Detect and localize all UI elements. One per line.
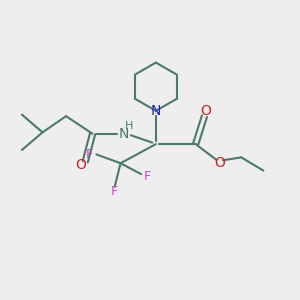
Text: F: F [111, 185, 118, 198]
Text: O: O [200, 104, 211, 118]
Text: F: F [86, 148, 93, 161]
Text: F: F [143, 170, 151, 183]
Text: H: H [124, 121, 133, 130]
Text: O: O [75, 158, 86, 172]
Text: N: N [151, 104, 161, 118]
Text: N: N [118, 127, 129, 141]
Text: O: O [214, 156, 225, 170]
